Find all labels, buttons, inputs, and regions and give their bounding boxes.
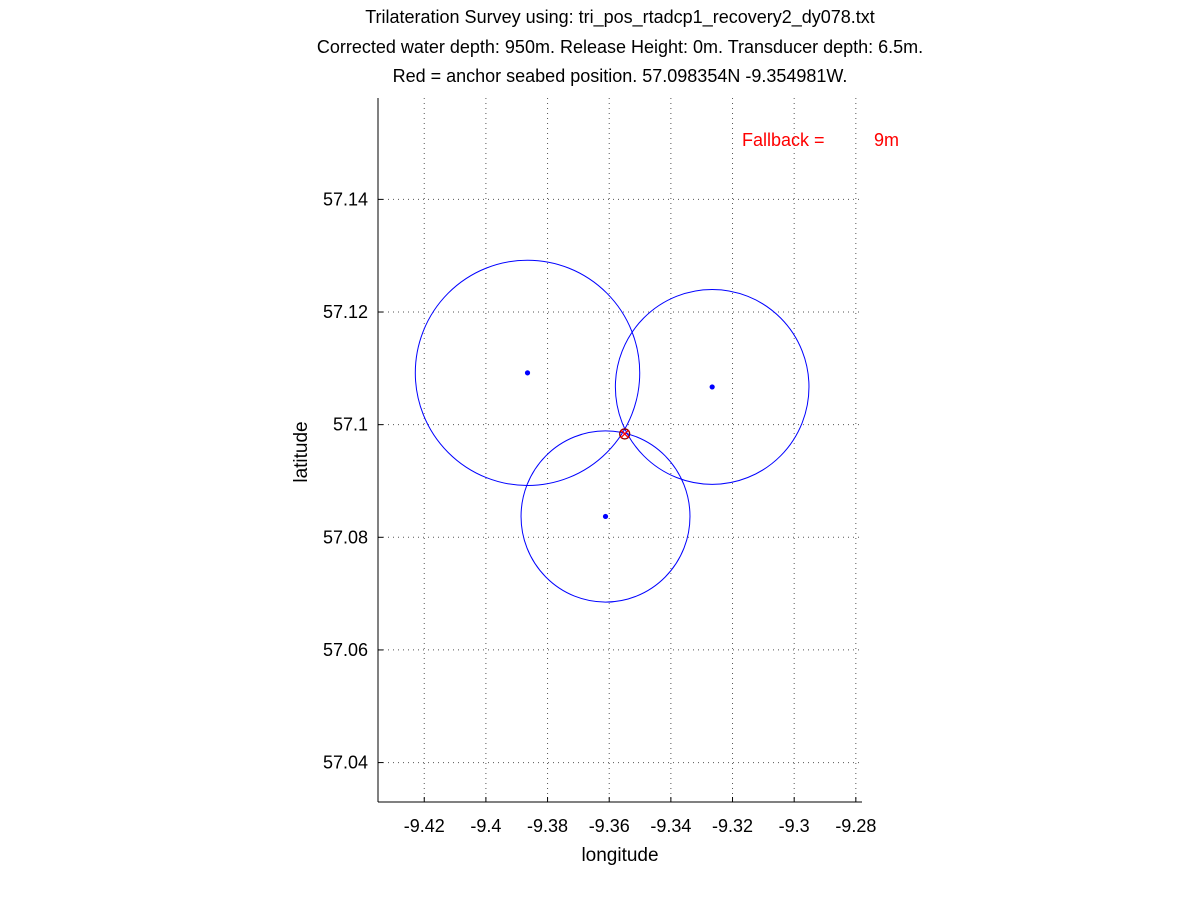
y-tick-labels: 57.04 57.06 57.08 57.1 57.12 57.14 bbox=[323, 189, 368, 772]
x-tick-label: -9.42 bbox=[404, 816, 445, 836]
range-circle bbox=[414, 259, 641, 486]
anchor-ring bbox=[619, 428, 631, 440]
title-line-1: Trilateration Survey using: tri_pos_rtad… bbox=[365, 7, 875, 28]
y-axis-label: latitude bbox=[291, 421, 312, 482]
x-tick-label: -9.34 bbox=[650, 816, 691, 836]
axis-ticks bbox=[378, 198, 857, 802]
y-tick-label: 57.08 bbox=[323, 527, 368, 547]
x-tick-label: -9.32 bbox=[712, 816, 753, 836]
y-tick-label: 57.04 bbox=[323, 753, 368, 773]
fallback-value: 9m bbox=[874, 130, 899, 150]
anchor-cross bbox=[620, 429, 630, 439]
grid-lines bbox=[378, 98, 862, 802]
x-tick-label: -9.3 bbox=[779, 816, 810, 836]
x-axis-label: longitude bbox=[581, 845, 658, 866]
title-line-3: Red = anchor seabed position. 57.098354N… bbox=[393, 66, 848, 86]
survey-point bbox=[709, 384, 715, 390]
x-tick-label: -9.28 bbox=[835, 816, 876, 836]
y-tick-label: 57.12 bbox=[323, 302, 368, 322]
survey-point bbox=[524, 370, 531, 376]
y-tick-label: 57.06 bbox=[323, 640, 368, 660]
range-circles bbox=[414, 259, 810, 603]
survey-point bbox=[602, 513, 609, 520]
range-circle bbox=[520, 430, 691, 603]
range-circle bbox=[614, 288, 810, 485]
anchor-marker bbox=[619, 428, 631, 440]
y-tick-label: 57.1 bbox=[333, 415, 368, 435]
x-tick-label: -9.4 bbox=[470, 816, 501, 836]
x-tick-labels: -9.42 -9.4 -9.38 -9.36 -9.34 -9.32 -9.3 -9.28 bbox=[404, 816, 877, 836]
y-tick-label: 57.14 bbox=[323, 189, 368, 209]
x-tick-label: -9.36 bbox=[589, 816, 630, 836]
x-tick-label: -9.38 bbox=[527, 816, 568, 836]
fallback-label: Fallback = bbox=[742, 130, 825, 150]
survey-points bbox=[524, 370, 715, 520]
title-line-2: Corrected water depth: 950m. Release Hei… bbox=[317, 37, 923, 57]
